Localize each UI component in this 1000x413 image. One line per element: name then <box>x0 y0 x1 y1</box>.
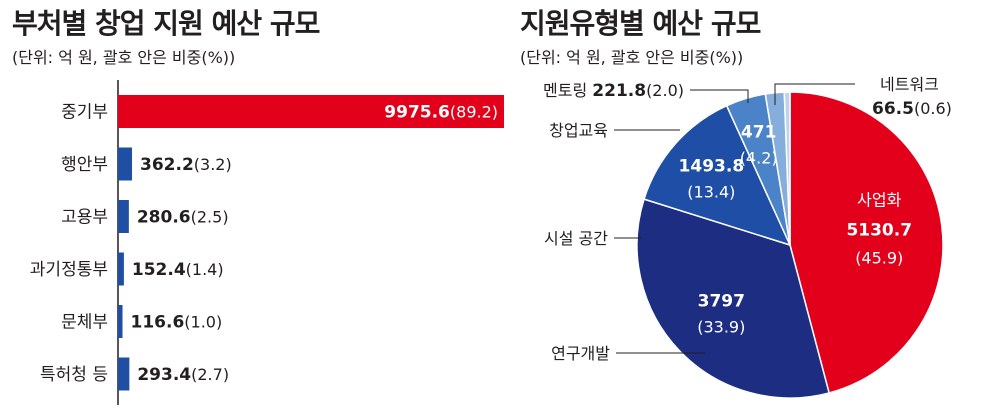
pie-chart-subtitle: (단위: 억 원, 괄호 안은 비중(%)) <box>520 48 744 67</box>
pie-leader-line <box>774 83 855 105</box>
bar-value: 280.6 <box>137 208 191 228</box>
bar-value-label: 9975.6(89.2) <box>384 103 498 123</box>
bar-value: 9975.6 <box>384 103 450 123</box>
bar-4 <box>118 305 123 338</box>
pie-category-label: 네트워크 <box>880 75 939 94</box>
pie-slice-share: (0.6) <box>914 99 952 118</box>
pie-category-label: 연구개발 <box>551 344 610 363</box>
pie-slice-value: 471 <box>741 123 777 143</box>
bar-value-label: 293.4(2.7) <box>137 365 229 385</box>
pie-slice-value: 5130.7 <box>846 220 912 240</box>
bar-value: 116.6 <box>131 313 185 333</box>
bar-category-label: 문체부 <box>61 313 108 333</box>
bar-chart-title: 부처별 창업 지원 예산 규모 <box>12 7 320 40</box>
bar-0 <box>118 95 504 128</box>
pie-leader-line <box>690 89 749 103</box>
pie-slice-value: 66.5 <box>872 99 914 119</box>
pie-category-label: 멘토링 <box>543 81 592 100</box>
pie-slice-share: (4.2) <box>740 149 778 168</box>
bar-value: 362.2 <box>140 155 194 175</box>
bar-value-label: 280.6(2.5) <box>137 208 229 228</box>
pie-outer-label: 멘토링 221.8(2.0) <box>543 81 684 101</box>
bar-chart-subtitle: (단위: 억 원, 괄호 안은 비중(%)) <box>12 48 236 67</box>
bar-chart: 중기부 9975.6(89.2) 행안부 362.2(3.2) 고용부 280.6(2.5… <box>30 80 504 405</box>
pie-slice-5 <box>783 91 791 246</box>
bar-share: (1.0) <box>184 313 222 332</box>
pie-slice-1 <box>636 198 831 399</box>
bar-share: (1.4) <box>186 260 224 279</box>
bar-share: (89.2) <box>450 103 498 122</box>
pie-chart: 사업화 5130.7 (45.9) 3797 (33.9) 1493.8 (13.4) 471… <box>543 75 952 399</box>
bar-value: 293.4 <box>137 365 191 385</box>
bar-category-label: 고용부 <box>61 208 108 228</box>
bar-category-label: 과기정통부 <box>30 260 108 280</box>
bar-3 <box>118 252 124 286</box>
bar-value-label: 362.2(3.2) <box>140 155 232 175</box>
pie-slice-share: (45.9) <box>855 248 903 267</box>
pie-chart-title: 지원유형별 예산 규모 <box>520 7 761 40</box>
bar-value-label: 152.4(1.4) <box>132 260 224 280</box>
pie-outer-label: 66.5(0.6) <box>872 99 952 119</box>
pie-slice-share: (33.9) <box>697 318 745 337</box>
bar-share: (2.7) <box>191 365 229 384</box>
bar-category-label: 특허청 등 <box>40 365 108 385</box>
bar-share: (2.5) <box>191 208 229 227</box>
pie-slice-share: (2.0) <box>646 81 684 100</box>
bar-category-label: 중기부 <box>61 103 108 123</box>
pie-slice-value: 1493.8 <box>679 156 745 176</box>
pie-slice-value: 3797 <box>698 292 745 312</box>
pie-category-label: 창업교육 <box>549 121 608 140</box>
pie-category-label: 시설 공간 <box>544 229 608 248</box>
bar-share: (3.2) <box>194 155 232 174</box>
pie-slice-share: (13.4) <box>687 182 735 201</box>
pie-slice-label: 사업화 <box>857 190 901 209</box>
pie-slice-value: 221.8 <box>592 81 646 101</box>
bar-5 <box>118 357 130 391</box>
pie-slice-0 <box>789 91 944 394</box>
pie-slice-2 <box>643 104 792 247</box>
bar-category-label: 행안부 <box>61 155 108 175</box>
bar-1 <box>118 147 133 181</box>
bar-2 <box>118 200 129 233</box>
bar-value: 152.4 <box>132 260 186 280</box>
bar-value-label: 116.6(1.0) <box>131 313 223 333</box>
